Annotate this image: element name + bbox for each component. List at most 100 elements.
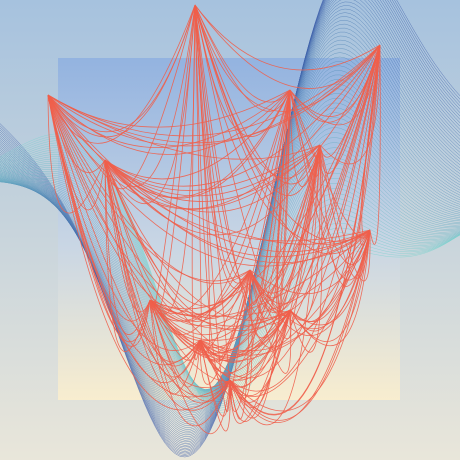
net-string — [47, 94, 291, 327]
net-string — [149, 144, 321, 349]
net-string — [104, 144, 321, 202]
net-string — [47, 94, 251, 284]
net-string — [199, 339, 231, 432]
net-string — [194, 4, 291, 348]
net-string — [104, 144, 321, 236]
net-string — [199, 309, 291, 374]
net-string — [149, 144, 321, 336]
net-string — [249, 229, 371, 329]
net-string — [149, 299, 231, 427]
net-string — [104, 4, 196, 187]
net-string — [149, 269, 251, 356]
wave-line — [0, 169, 460, 391]
net-string — [191, 4, 201, 361]
net-string — [47, 94, 321, 160]
net-string — [149, 269, 251, 322]
net-string — [47, 44, 381, 137]
net-string — [104, 89, 291, 198]
net-string — [249, 229, 371, 336]
net-string — [249, 44, 381, 314]
net-string — [194, 4, 291, 103]
net-string — [104, 159, 201, 363]
net-string — [199, 144, 321, 353]
net-string — [249, 144, 321, 305]
net-string — [229, 89, 291, 419]
net-string — [229, 89, 291, 409]
net-string — [229, 269, 253, 400]
net-string — [229, 144, 321, 426]
net-string — [289, 229, 371, 342]
net-string — [104, 159, 151, 352]
net-string — [194, 4, 231, 392]
net-string — [104, 44, 381, 210]
net-string — [289, 144, 321, 326]
net-string — [104, 4, 196, 190]
net-string — [104, 89, 291, 199]
net-string — [149, 299, 291, 382]
net-string — [104, 44, 381, 187]
net-string — [47, 89, 291, 128]
net-string — [149, 299, 231, 434]
net-string — [104, 159, 251, 319]
net-string — [149, 229, 371, 318]
net-string — [47, 94, 201, 384]
wave-line — [0, 132, 460, 391]
net-string — [229, 229, 371, 423]
net-string — [249, 269, 291, 339]
net-string — [149, 299, 201, 395]
net-string — [47, 94, 231, 411]
net-string — [229, 44, 381, 392]
net-string — [104, 159, 251, 307]
net-string — [249, 269, 292, 340]
net-string — [194, 4, 211, 358]
net-string — [199, 229, 371, 356]
net-string — [149, 229, 371, 317]
wave-line — [0, 122, 460, 392]
red-net — [47, 4, 381, 434]
net-string — [194, 4, 381, 112]
net-string — [47, 44, 381, 147]
net-string — [199, 89, 291, 375]
net-string — [149, 299, 291, 341]
net-string — [289, 144, 321, 321]
net-string — [199, 229, 371, 352]
net-string — [369, 44, 381, 245]
net-string — [289, 89, 371, 265]
net-string — [104, 89, 291, 180]
net-string — [47, 94, 371, 267]
net-string — [104, 159, 201, 378]
net-string — [229, 309, 291, 424]
net-string — [47, 94, 251, 282]
wave-line — [0, 157, 460, 390]
net-string — [289, 144, 323, 353]
net-string — [47, 94, 231, 398]
net-string — [47, 94, 371, 253]
net-string — [199, 269, 251, 385]
net-string — [289, 229, 371, 326]
net-string — [149, 299, 291, 330]
net-string — [47, 94, 201, 351]
net-string — [104, 159, 291, 361]
net-string — [229, 229, 371, 421]
net-string — [149, 299, 231, 402]
net-string — [104, 44, 381, 213]
net-string — [149, 299, 201, 388]
wave-line — [0, 112, 460, 394]
net-string — [319, 44, 381, 165]
net-string — [199, 309, 291, 357]
net-string — [104, 159, 371, 245]
net-string — [149, 44, 381, 342]
net-string — [104, 159, 291, 321]
net-string — [47, 89, 291, 148]
net-string — [149, 89, 291, 322]
net-string — [47, 4, 196, 138]
net-string — [47, 94, 291, 332]
net-string — [249, 44, 381, 313]
net-string — [199, 309, 291, 388]
net-string — [47, 94, 291, 358]
net-string — [104, 159, 371, 258]
net-string — [47, 94, 106, 214]
net-string — [229, 269, 251, 420]
net-string — [199, 44, 381, 379]
